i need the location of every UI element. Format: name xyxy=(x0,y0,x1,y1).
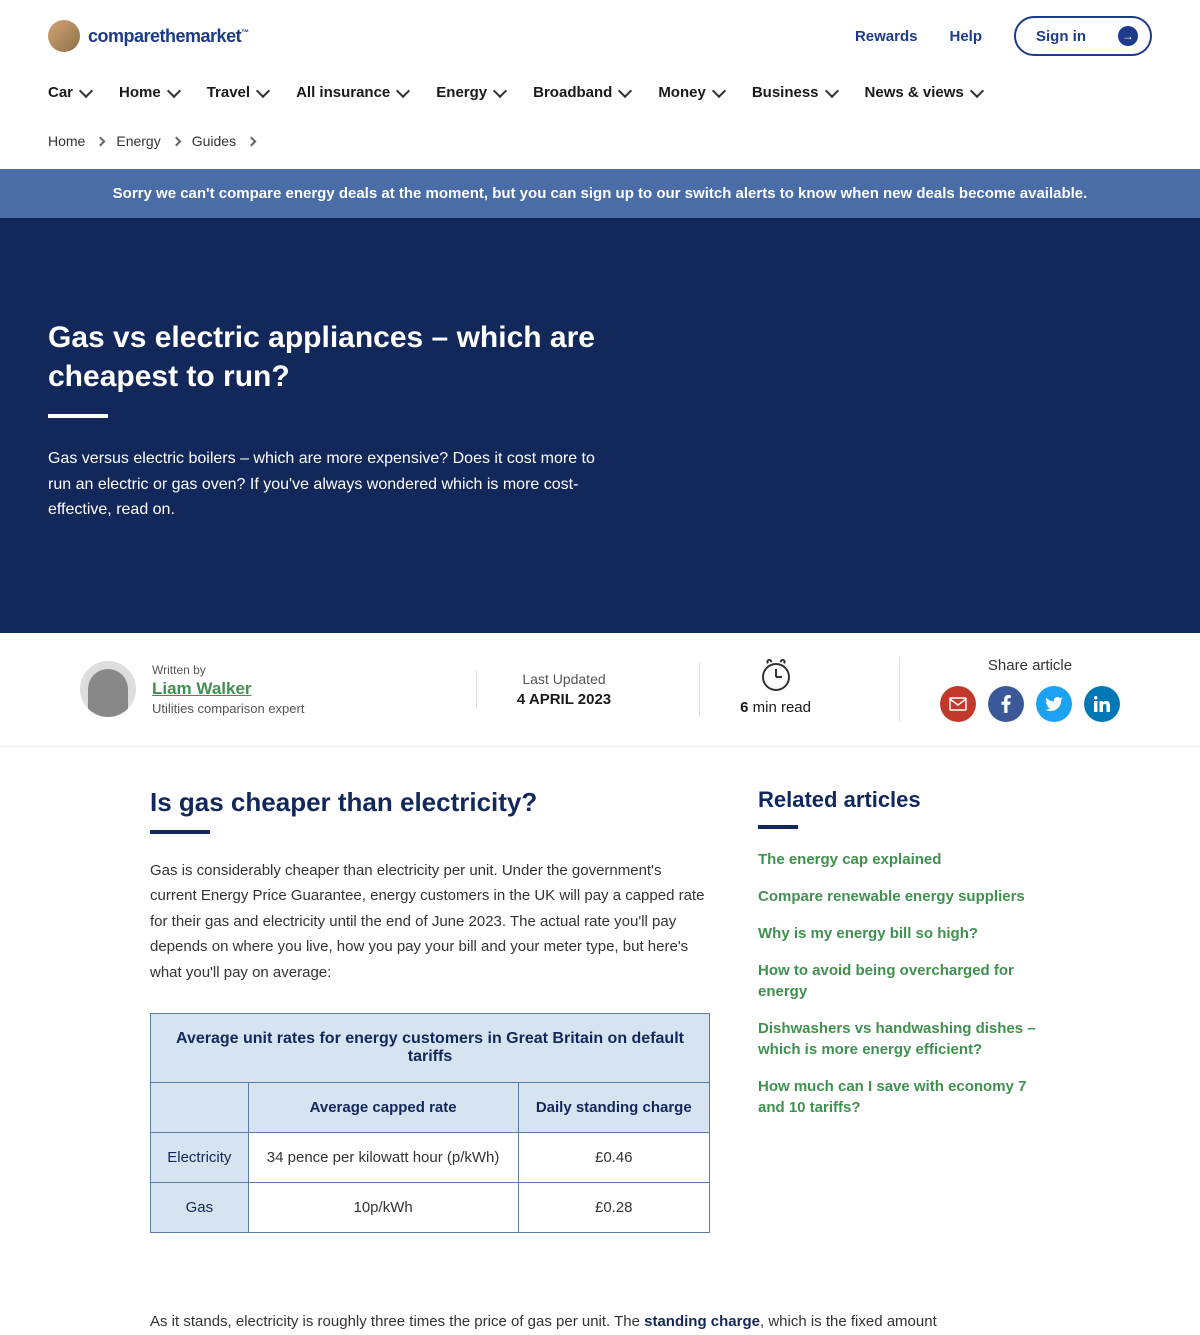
nav-money[interactable]: Money xyxy=(658,84,724,101)
sidebar: Related articles The energy cap explaine… xyxy=(758,787,1038,1234)
chevron-down-icon xyxy=(712,84,726,98)
related-link[interactable]: Dishwashers vs handwashing dishes – whic… xyxy=(758,1020,1036,1058)
logo-mascot-icon xyxy=(48,20,80,52)
chevron-down-icon xyxy=(618,84,632,98)
author-link[interactable]: Liam Walker xyxy=(152,679,304,699)
main-nav: Car Home Travel All insurance Energy Bro… xyxy=(0,72,1200,121)
last-updated: Last Updated 4 APRIL 2023 xyxy=(476,671,651,708)
share-section: Share article xyxy=(899,657,1120,722)
read-time: 6 min read xyxy=(699,663,851,716)
table-cell: 10p/kWh xyxy=(248,1183,518,1233)
related-list: The energy cap explained Compare renewab… xyxy=(758,849,1038,1118)
continuation-text: As it stands, electricity is roughly thr… xyxy=(0,1309,1200,1335)
table-cell: 34 pence per kilowatt hour (p/kWh) xyxy=(248,1133,518,1183)
header: comparethemarket™ Rewards Help Sign in → xyxy=(0,0,1200,72)
chevron-down-icon xyxy=(824,84,838,98)
chevron-right-icon xyxy=(247,136,257,146)
nav-label: Home xyxy=(119,84,161,101)
sidebar-title: Related articles xyxy=(758,787,1038,829)
body-text: Gas is considerably cheaper than electri… xyxy=(150,858,710,986)
share-label: Share article xyxy=(988,657,1072,674)
author-role: Utilities comparison expert xyxy=(152,701,304,716)
clock-icon xyxy=(762,663,790,691)
main-column: Is gas cheaper than electricity? Gas is … xyxy=(150,787,710,1234)
nav-label: All insurance xyxy=(296,84,390,101)
table-row: Electricity 34 pence per kilowatt hour (… xyxy=(151,1133,710,1183)
related-link[interactable]: How to avoid being overcharged for energ… xyxy=(758,962,1014,1000)
related-link[interactable]: Compare renewable energy suppliers xyxy=(758,888,1025,905)
meta-bar: Written by Liam Walker Utilities compari… xyxy=(0,633,1200,747)
table-cell: £0.46 xyxy=(518,1133,709,1183)
nav-home[interactable]: Home xyxy=(119,84,179,101)
related-link[interactable]: The energy cap explained xyxy=(758,851,941,868)
nav-label: Money xyxy=(658,84,706,101)
breadcrumb-energy[interactable]: Energy xyxy=(116,133,160,149)
share-linkedin-icon[interactable] xyxy=(1084,686,1120,722)
related-link[interactable]: How much can I save with economy 7 and 1… xyxy=(758,1078,1026,1116)
author-section: Written by Liam Walker Utilities compari… xyxy=(80,661,428,717)
rewards-link[interactable]: Rewards xyxy=(855,28,918,45)
nav-business[interactable]: Business xyxy=(752,84,837,101)
table-header xyxy=(151,1083,249,1133)
nav-label: Car xyxy=(48,84,73,101)
arrow-right-icon: → xyxy=(1118,26,1138,46)
hero-description: Gas versus electric boilers – which are … xyxy=(48,446,608,523)
table-header: Daily standing charge xyxy=(518,1083,709,1133)
nav-label: Broadband xyxy=(533,84,612,101)
updated-date: 4 APRIL 2023 xyxy=(517,691,611,708)
chevron-down-icon xyxy=(970,84,984,98)
signin-label: Sign in xyxy=(1036,28,1086,45)
read-suffix: min read xyxy=(748,699,811,716)
share-facebook-icon[interactable] xyxy=(988,686,1024,722)
page-title: Gas vs electric appliances – which are c… xyxy=(48,318,608,418)
nav-energy[interactable]: Energy xyxy=(436,84,505,101)
breadcrumb: Home Energy Guides xyxy=(0,121,1200,169)
avatar xyxy=(80,661,136,717)
chevron-right-icon xyxy=(171,136,181,146)
breadcrumb-guides[interactable]: Guides xyxy=(192,133,236,149)
share-twitter-icon[interactable] xyxy=(1036,686,1072,722)
content-area: Is gas cheaper than electricity? Gas is … xyxy=(0,747,1200,1274)
hero: Gas vs electric appliances – which are c… xyxy=(0,218,1200,633)
nav-car[interactable]: Car xyxy=(48,84,91,101)
nav-label: Travel xyxy=(207,84,250,101)
chevron-down-icon xyxy=(256,84,270,98)
alert-banner: Sorry we can't compare energy deals at t… xyxy=(0,169,1200,218)
chevron-down-icon xyxy=(493,84,507,98)
nav-broadband[interactable]: Broadband xyxy=(533,84,630,101)
chevron-right-icon xyxy=(96,136,106,146)
table-caption: Average unit rates for energy customers … xyxy=(151,1014,710,1083)
nav-label: Business xyxy=(752,84,819,101)
updated-label: Last Updated xyxy=(522,671,605,687)
signin-button[interactable]: Sign in → xyxy=(1014,16,1152,56)
table-cell: £0.28 xyxy=(518,1183,709,1233)
table-row: Gas 10p/kWh £0.28 xyxy=(151,1183,710,1233)
nav-insurance[interactable]: All insurance xyxy=(296,84,408,101)
share-email-icon[interactable] xyxy=(940,686,976,722)
nav-label: Energy xyxy=(436,84,487,101)
chevron-down-icon xyxy=(79,84,93,98)
chevron-down-icon xyxy=(167,84,181,98)
rate-table: Average unit rates for energy customers … xyxy=(150,1013,710,1233)
table-cell: Electricity xyxy=(151,1133,249,1183)
nav-label: News & views xyxy=(865,84,964,101)
written-by-label: Written by xyxy=(152,663,304,677)
nav-travel[interactable]: Travel xyxy=(207,84,268,101)
breadcrumb-home[interactable]: Home xyxy=(48,133,85,149)
nav-news[interactable]: News & views xyxy=(865,84,982,101)
section-title: Is gas cheaper than electricity? xyxy=(150,787,710,834)
related-link[interactable]: Why is my energy bill so high? xyxy=(758,925,978,942)
logo[interactable]: comparethemarket™ xyxy=(48,20,249,52)
chevron-down-icon xyxy=(396,84,410,98)
table-cell: Gas xyxy=(151,1183,249,1233)
table-header: Average capped rate xyxy=(248,1083,518,1133)
logo-text: comparethemarket™ xyxy=(88,26,249,47)
help-link[interactable]: Help xyxy=(949,28,982,45)
header-actions: Rewards Help Sign in → xyxy=(855,16,1152,56)
